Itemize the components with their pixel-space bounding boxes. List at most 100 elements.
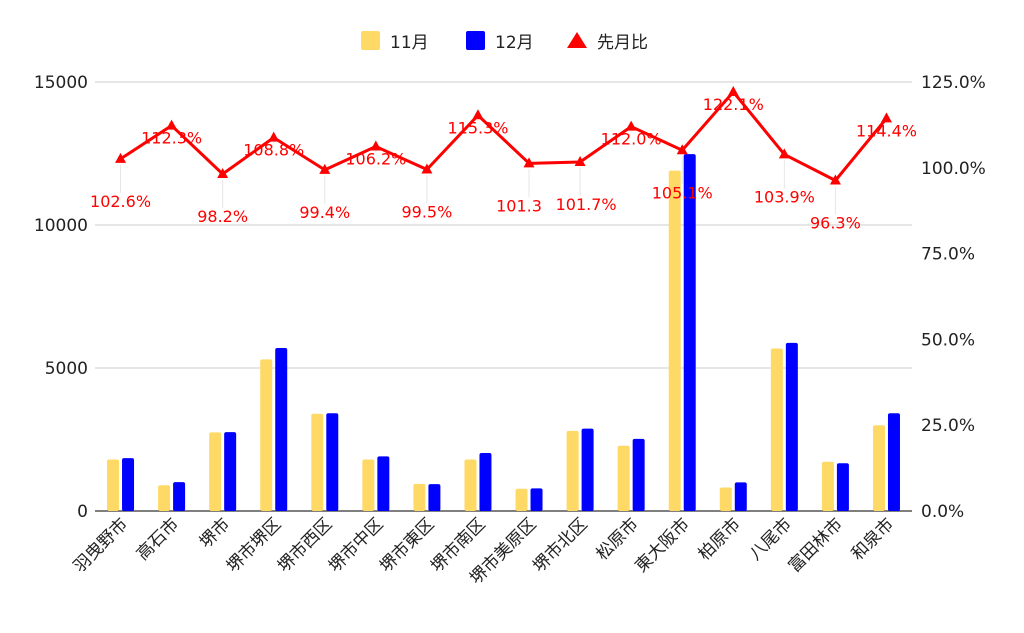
ratio-point [727,85,739,96]
ratio-point [370,140,382,151]
ratio-data-label: 99.5% [401,203,452,222]
category-label: 高石市 [133,514,183,564]
category-label: 東大阪市 [632,514,694,576]
bar-nov [464,459,477,511]
bar-dec [887,413,900,511]
category-label: 八尾市 [746,514,796,564]
right-tick-label: 50.0% [921,330,975,350]
bar-dec [530,488,543,511]
bar-nov [566,430,579,511]
ratio-point [880,112,892,123]
category-label: 富田林市 [785,514,847,576]
category-label: 堺市東区 [376,514,438,576]
ratio-point [319,163,331,174]
ratio-point [115,152,127,163]
left-tick-label: 5000 [45,359,88,379]
ratio-data-labels: 102.6% 112.3% 98.2% 108.8% 99.4% 106.2% 99.5% 1… [90,95,917,233]
bar-nov [107,459,120,511]
ratio-point [268,131,280,142]
bar-dec [275,347,288,511]
bar-dec [683,154,696,511]
bar-dec [632,438,645,511]
ratio-point [676,144,688,155]
ratio-point [778,148,790,159]
legend-label-dec: 12月 [495,33,534,53]
bar-nov [872,425,885,511]
ratio-data-label: 112.3% [141,129,202,148]
right-tick-label: 100.0% [921,159,986,179]
ratio-data-label: 103.9% [754,187,815,206]
bar-nov [617,445,630,511]
legend-label-nov: 11月 [390,33,429,53]
ratio-point [472,109,484,120]
legend: 11月 12月 先月比 [361,31,648,53]
category-label: 堺市西区 [274,514,336,576]
ratio-line [115,85,892,185]
bar-dec [581,428,594,511]
bar-nov [770,348,783,511]
legend-swatch-dec [466,31,485,50]
left-tick-label: 10000 [34,216,88,236]
ratio-data-label: 114.4% [856,121,917,140]
ratio-point [829,174,841,185]
bar-nov [515,488,528,511]
bar-nov [311,413,324,511]
category-label: 柏原市 [695,514,745,564]
right-tick-label: 0.0% [921,502,964,522]
bar-dec [173,482,186,511]
ratio-data-label: 115.3% [447,118,508,137]
ratio-data-label: 106.2% [345,150,406,169]
bars [107,154,900,511]
right-tick-label: 125.0% [921,73,986,93]
right-tick-label: 25.0% [921,416,975,436]
bar-nov [413,483,426,511]
category-label: 羽曳野市 [70,514,132,576]
bar-dec [122,458,135,511]
bar-dec [836,463,849,511]
ratio-data-label: 101.7% [556,195,617,214]
right-axis-ticks: 0.0% 25.0% 50.0% 75.0% 100.0% 125.0% [921,73,986,522]
ratio-data-label: 99.4% [299,203,350,222]
bar-dec [785,342,798,511]
category-label: 堺市堺区 [223,514,285,576]
legend-triangle-marker [567,32,587,48]
ratio-data-label: 102.6% [90,192,151,211]
left-tick-label: 15000 [34,73,88,93]
bar-nov [158,485,171,511]
ratio-data-label: 98.2% [197,207,248,226]
bar-nov [821,461,834,511]
ratio-point [574,155,586,166]
bar-dec [224,432,237,511]
left-axis-ticks: 0 5000 10000 15000 [34,73,88,522]
legend-swatch-nov [361,31,380,50]
ratio-point [523,157,535,168]
category-label: 和泉市 [848,514,898,564]
left-tick-label: 0 [77,502,88,522]
ratio-line-path [119,90,888,182]
ratio-data-label: 122.1% [703,95,764,114]
ratio-point [166,119,178,130]
ratio-data-label: 96.3% [810,213,861,232]
ratio-data-label: 108.8% [243,141,304,160]
bar-dec [428,484,441,511]
bar-dec [326,413,339,511]
bar-nov [209,432,222,511]
ratio-data-label: 101.3 [496,196,542,215]
bar-nov [719,487,732,511]
ratio-point [421,163,433,174]
legend-label-ratio: 先月比 [597,33,648,53]
bar-dec [479,452,492,511]
ratio-point [625,120,637,131]
bar-dec [377,456,390,511]
bar-dec [734,482,747,511]
ratio-point [217,167,229,178]
bar-nov [668,170,681,511]
category-label: 堺市中区 [325,514,387,576]
right-tick-label: 75.0% [921,245,975,265]
ratio-data-label: 112.0% [601,130,662,149]
bar-nov [260,359,273,511]
ratio-data-label: 105.1% [652,183,713,202]
category-label: 堺市 [196,514,234,552]
bar-nov [362,459,375,511]
